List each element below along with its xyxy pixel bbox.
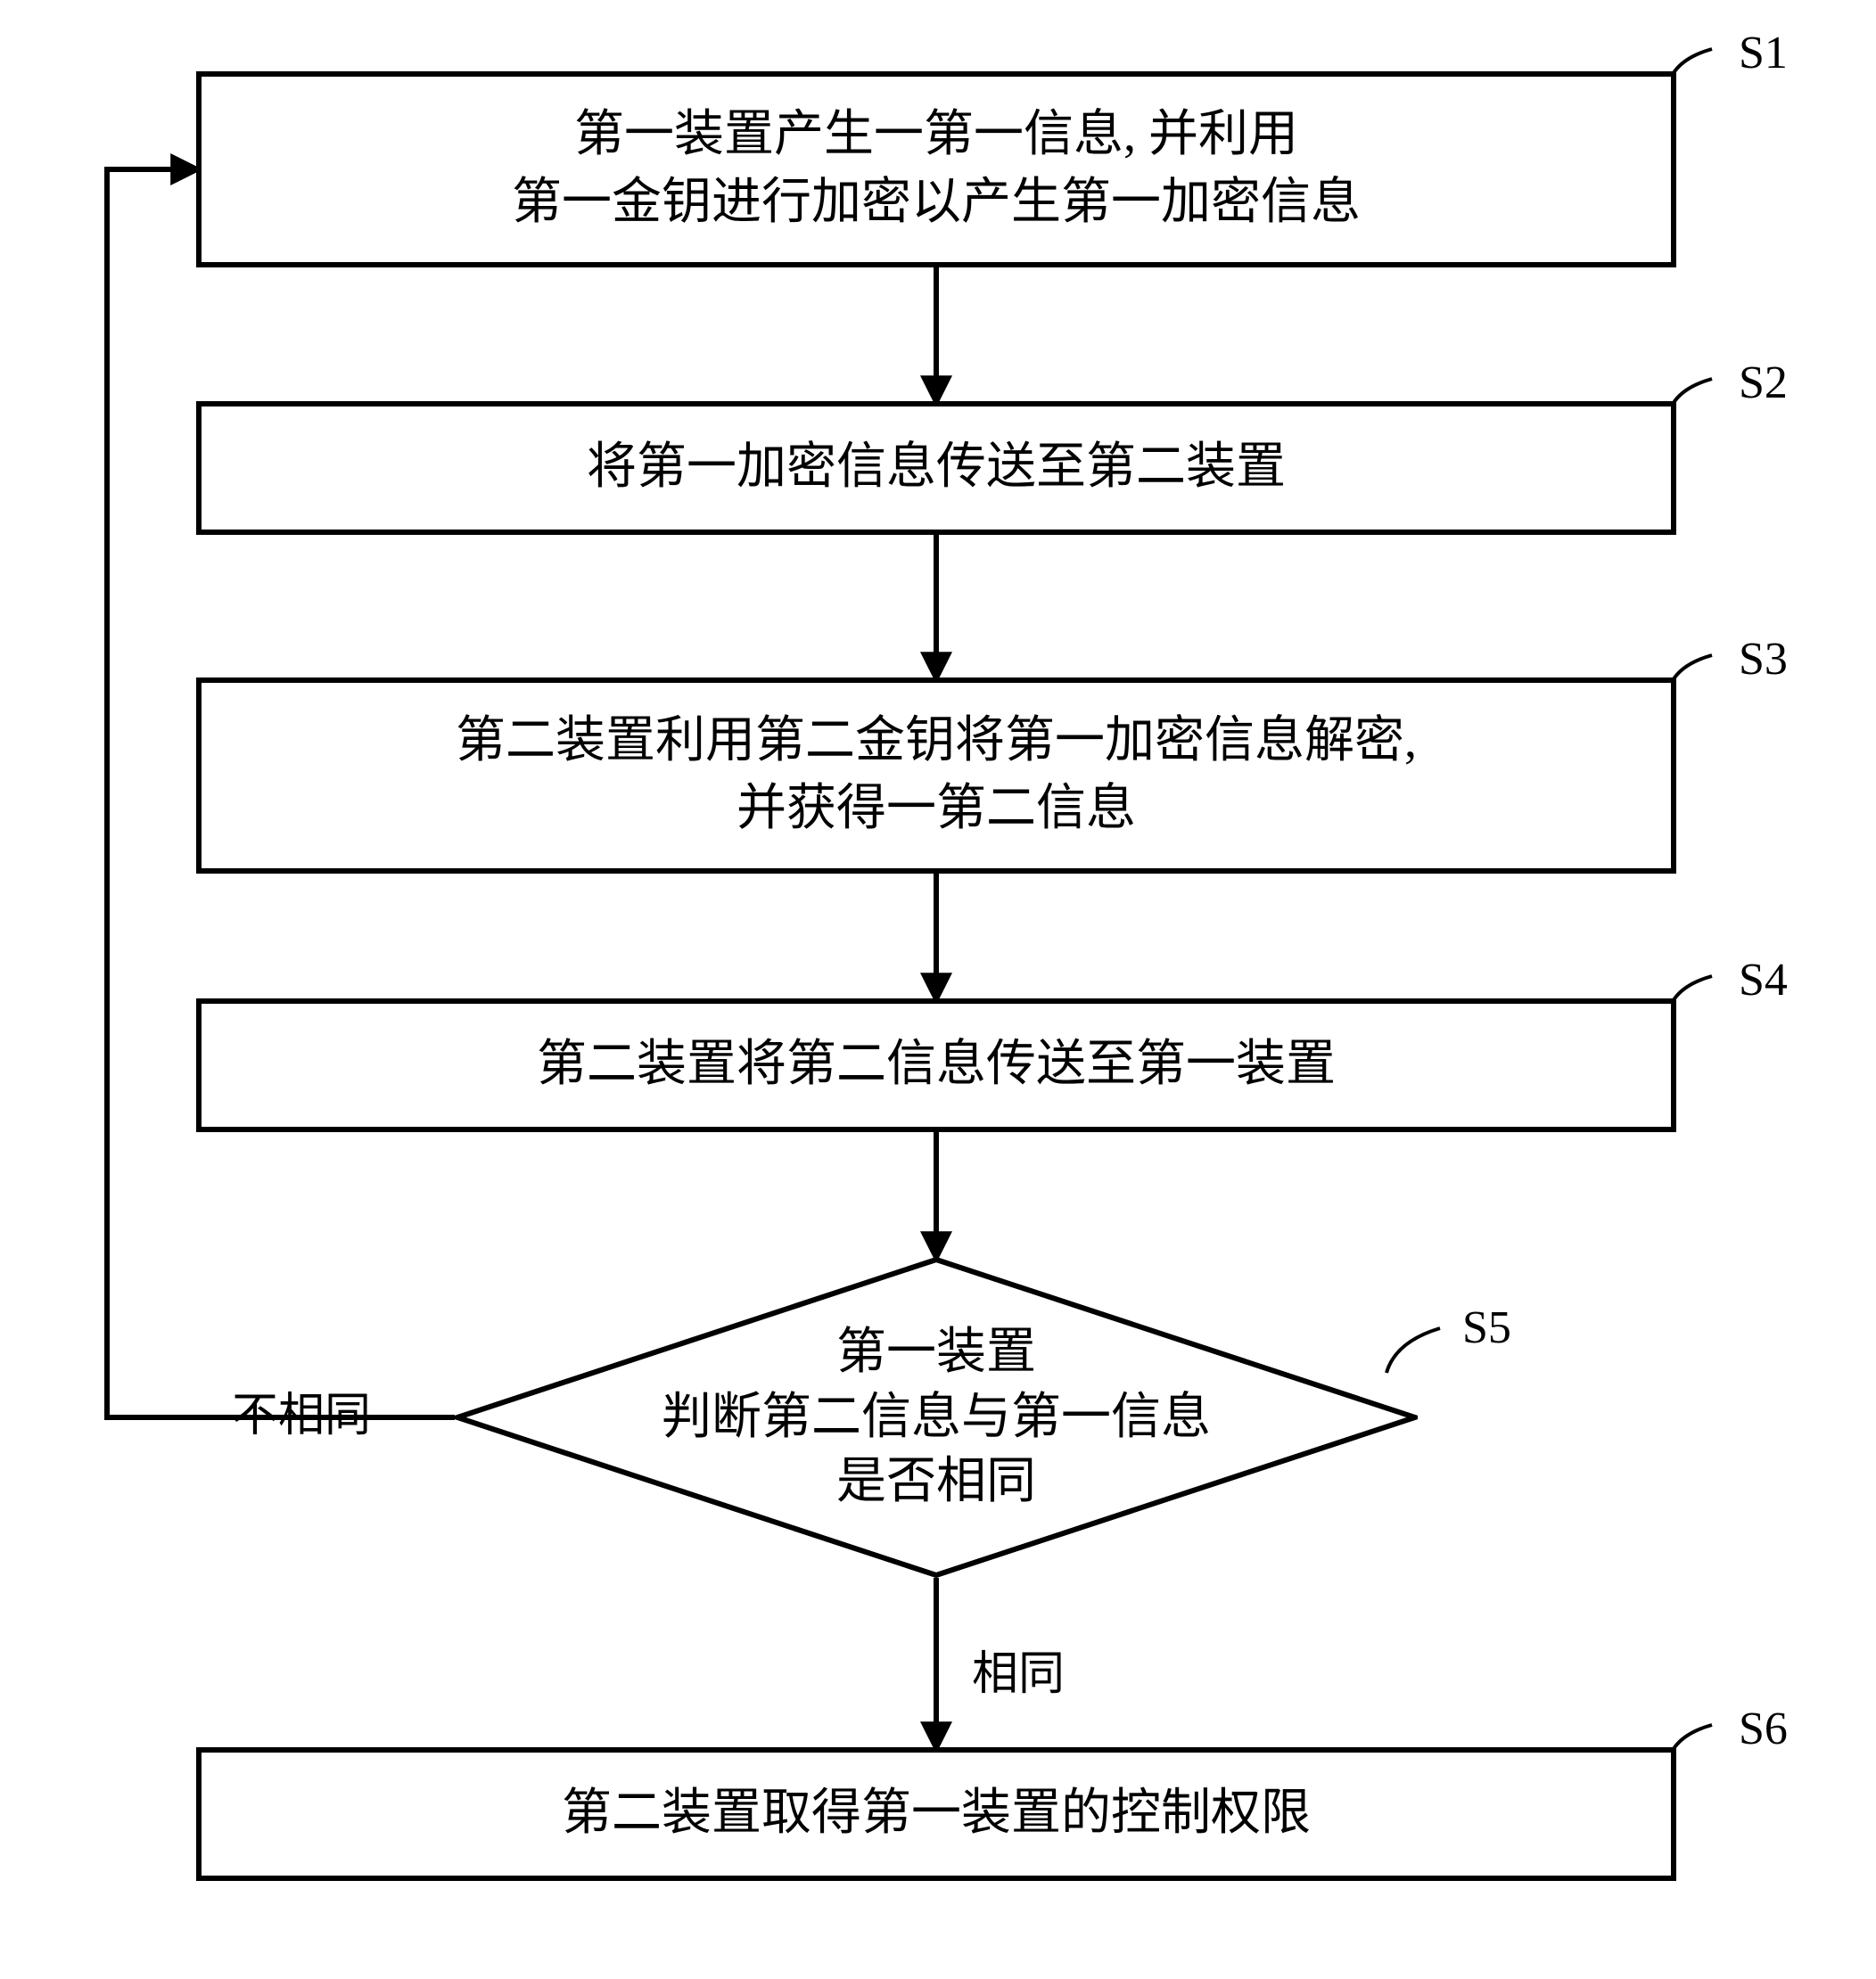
process-box-text: 第二装置将第二信息传送至第一装置 (537, 1031, 1336, 1099)
process-box-s2: 将第一加密信息传送至第二装置 (196, 401, 1676, 535)
edge-label: 不相同 (232, 1377, 371, 1444)
process-box-text: 将第一加密信息传送至第二装置 (587, 434, 1286, 502)
process-box-s6: 第二装置取得第一装置的控制权限 (196, 1747, 1676, 1881)
decision-text: 第一装置 判断第二信息与第一信息 是否相同 (455, 1257, 1418, 1578)
step-label-s4: S4 (1739, 954, 1788, 1006)
step-label-s5: S5 (1462, 1302, 1511, 1354)
step-label-s2: S2 (1739, 357, 1788, 409)
step-label-s3: S3 (1739, 633, 1788, 686)
step-label-s6: S6 (1739, 1703, 1788, 1755)
process-box-s1: 第一装置产生一第一信息, 并利用 第一金钥进行加密以产生第一加密信息 (196, 71, 1676, 267)
edge-label: 相同 (972, 1636, 1065, 1703)
step-label-s1: S1 (1739, 27, 1788, 79)
flowchart-canvas: 第一装置产生一第一信息, 并利用 第一金钥进行加密以产生第一加密信息将第一加密信… (0, 0, 1876, 1979)
process-box-text: 第一装置产生一第一信息, 并利用 第一金钥进行加密以产生第一加密信息 (512, 102, 1361, 236)
connectors-layer (0, 0, 1876, 1979)
process-box-text: 第二装置利用第二金钥将第一加密信息解密, 并获得一第二信息 (456, 708, 1417, 842)
process-box-text: 第二装置取得第一装置的控制权限 (562, 1780, 1311, 1848)
decision-diamond: 第一装置 判断第二信息与第一信息 是否相同 (455, 1257, 1418, 1578)
process-box-s4: 第二装置将第二信息传送至第一装置 (196, 998, 1676, 1132)
process-box-s3: 第二装置利用第二金钥将第一加密信息解密, 并获得一第二信息 (196, 677, 1676, 874)
